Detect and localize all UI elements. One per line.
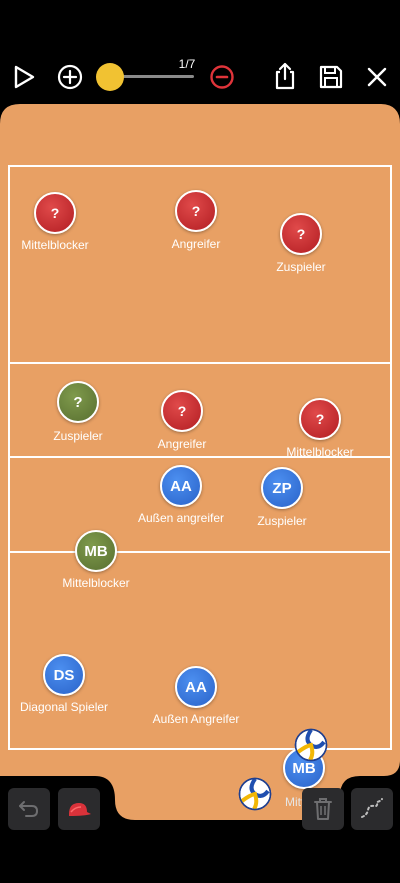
player-label: Mittelblocker — [62, 576, 130, 590]
trash-icon — [314, 798, 332, 820]
play-icon — [14, 65, 35, 89]
player-token[interactable]: MB — [75, 530, 117, 572]
close-icon — [367, 67, 387, 87]
player-badge: ZP — [272, 479, 292, 497]
player-label: Mittelblocker — [286, 445, 354, 459]
volleyball-icon[interactable] — [238, 777, 272, 811]
player-token[interactable]: AA — [175, 666, 217, 708]
player-token[interactable]: ? — [299, 398, 341, 440]
toolbar: 1/7 — [0, 0, 400, 100]
player-label: Mitt — [285, 795, 305, 809]
player-label: Angreifer — [157, 437, 207, 451]
undo-button[interactable] — [8, 788, 50, 830]
player-badge: AA — [185, 678, 207, 696]
close-button[interactable] — [363, 63, 391, 91]
minus-circle-icon — [210, 65, 234, 89]
opponent-toggle-button[interactable] — [58, 788, 100, 830]
player-token[interactable]: ? — [34, 192, 76, 234]
player-label: Mittelblocker — [21, 238, 89, 252]
play-button[interactable] — [10, 62, 38, 92]
player-token[interactable]: ? — [175, 190, 217, 232]
player-token[interactable]: ? — [161, 390, 203, 432]
player-token[interactable]: DS — [43, 654, 85, 696]
undo-icon — [19, 801, 39, 817]
save-button[interactable] — [316, 63, 346, 91]
frame-slider-track[interactable] — [112, 75, 194, 78]
player-badge: ? — [315, 411, 325, 427]
player-label: Zuspieler — [276, 260, 326, 274]
player-badge: ? — [50, 205, 60, 221]
frame-counter: 1/7 — [178, 57, 196, 71]
floppy-disk-icon — [319, 65, 343, 89]
player-badge: ? — [296, 226, 306, 242]
player-label: Außen Angreifer — [152, 712, 240, 726]
player-badge: ? — [191, 203, 201, 219]
player-badge: AA — [170, 477, 192, 495]
player-badge: MB — [292, 759, 316, 777]
delete-button[interactable] — [302, 788, 344, 830]
player-badge: DS — [53, 666, 75, 684]
volleyball-icon[interactable] — [294, 728, 328, 762]
player-label: Angreifer — [171, 237, 221, 251]
add-frame-button[interactable] — [55, 62, 85, 92]
player-label: Außen angreifer — [137, 511, 225, 525]
player-badge: MB — [84, 542, 108, 560]
cap-icon — [69, 803, 91, 816]
frame-slider-thumb[interactable] — [96, 63, 124, 91]
player-label: Diagonal Spieler — [19, 700, 109, 714]
player-badge: ? — [177, 403, 187, 419]
share-icon — [275, 62, 295, 90]
player-token[interactable]: ZP — [261, 467, 303, 509]
draw-path-button[interactable] — [351, 788, 393, 830]
player-label: Zuspieler — [53, 429, 103, 443]
player-token[interactable]: ? — [57, 381, 99, 423]
dotted-path-icon — [361, 798, 383, 818]
player-token[interactable]: ? — [280, 213, 322, 255]
share-button[interactable] — [270, 60, 300, 92]
player-label: Zuspieler — [257, 514, 307, 528]
remove-frame-button[interactable] — [208, 63, 236, 91]
player-token[interactable]: AA — [160, 465, 202, 507]
player-badge: ? — [73, 393, 83, 411]
plus-circle-icon — [57, 64, 83, 90]
